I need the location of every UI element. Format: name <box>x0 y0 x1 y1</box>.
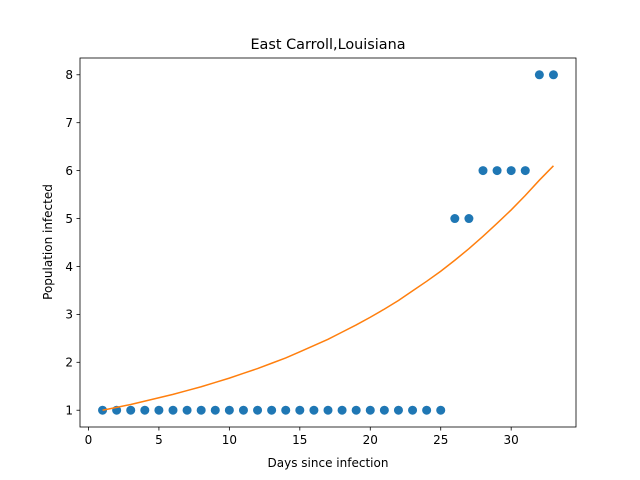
fit-line <box>102 165 554 411</box>
x-tick-label: 5 <box>155 433 163 447</box>
data-point <box>464 214 474 224</box>
x-tick-label: 30 <box>504 433 519 447</box>
x-axis-label: Days since infection <box>268 456 389 470</box>
y-axis-label: Population infected <box>41 184 55 300</box>
data-point <box>393 405 403 415</box>
data-point <box>140 405 150 415</box>
data-point <box>478 166 488 176</box>
data-point <box>210 405 220 415</box>
data-point <box>323 405 333 415</box>
data-point <box>295 405 305 415</box>
y-tick-label: 1 <box>65 404 73 418</box>
axes: 0 5 10 15 20 25 30 1 2 3 4 5 6 7 8 <box>65 57 577 447</box>
data-point <box>281 405 291 415</box>
data-point <box>309 405 319 415</box>
chart-title: East Carroll,Louisiana <box>250 37 405 53</box>
x-tick-label: 15 <box>292 433 307 447</box>
data-point <box>224 405 234 415</box>
y-tick-label: 6 <box>65 164 73 178</box>
data-point <box>253 405 263 415</box>
y-tick-label: 4 <box>65 260 73 274</box>
data-point <box>238 405 248 415</box>
data-point <box>450 214 460 224</box>
data-point <box>365 405 375 415</box>
data-point <box>98 405 108 415</box>
x-tick-label: 25 <box>433 433 448 447</box>
data-point <box>168 405 178 415</box>
axes-frame <box>79 57 577 428</box>
y-tick-label: 5 <box>65 212 73 226</box>
x-tick-label: 20 <box>363 433 378 447</box>
data-point <box>548 70 558 80</box>
y-tick-label: 2 <box>65 356 73 370</box>
y-tick-label: 7 <box>65 116 73 130</box>
data-point <box>196 405 206 415</box>
data-point <box>182 405 192 415</box>
data-point <box>379 405 389 415</box>
data-point <box>492 166 502 176</box>
data-point <box>506 166 516 176</box>
x-tick-label: 10 <box>222 433 237 447</box>
plot-area <box>98 70 558 415</box>
data-point <box>422 405 432 415</box>
y-tick-label: 8 <box>65 68 73 82</box>
y-tick-label: 3 <box>65 308 73 322</box>
data-point <box>126 405 136 415</box>
data-point <box>337 405 347 415</box>
data-point <box>154 405 164 415</box>
x-tick-label: 0 <box>85 433 93 447</box>
data-point <box>408 405 418 415</box>
data-point <box>267 405 277 415</box>
data-point <box>351 405 361 415</box>
data-point <box>520 166 530 176</box>
data-point <box>436 405 446 415</box>
data-point <box>534 70 544 80</box>
